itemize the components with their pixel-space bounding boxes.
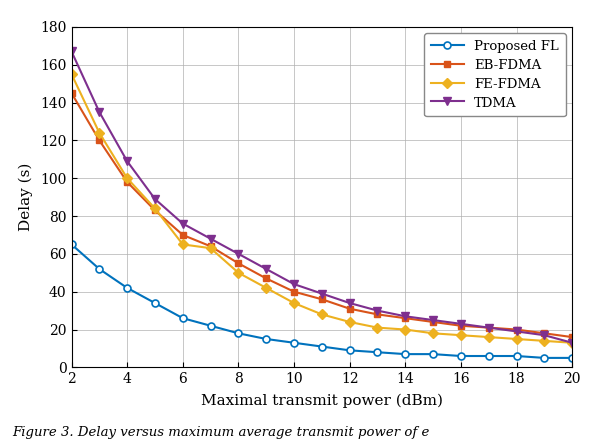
TDMA (569, 340, 576, 345)
TDMA (290, 281, 297, 287)
EB-FDMA (318, 297, 325, 302)
FE-FDMA (457, 332, 464, 338)
TDMA (235, 251, 242, 257)
Proposed FL (513, 353, 520, 359)
Line: EB-FDMA: EB-FDMA (68, 90, 576, 340)
Proposed FL (263, 336, 270, 342)
EB-FDMA (374, 312, 381, 317)
TDMA (151, 196, 159, 202)
EB-FDMA (123, 179, 131, 185)
EB-FDMA (402, 315, 409, 321)
TDMA (207, 236, 214, 241)
Line: Proposed FL: Proposed FL (68, 241, 576, 362)
EB-FDMA (569, 334, 576, 340)
TDMA (263, 266, 270, 271)
Proposed FL (402, 351, 409, 357)
TDMA (68, 49, 75, 54)
Proposed FL (123, 285, 131, 291)
TDMA (123, 159, 131, 164)
Line: FE-FDMA: FE-FDMA (68, 71, 576, 346)
FE-FDMA (374, 325, 381, 330)
EB-FDMA (430, 319, 437, 325)
TDMA (430, 317, 437, 323)
FE-FDMA (318, 312, 325, 317)
FE-FDMA (235, 270, 242, 276)
Line: TDMA: TDMA (67, 47, 576, 347)
Proposed FL (485, 353, 492, 359)
FE-FDMA (290, 300, 297, 306)
TDMA (374, 308, 381, 313)
X-axis label: Maximal transmit power (dBm): Maximal transmit power (dBm) (201, 393, 443, 408)
FE-FDMA (485, 334, 492, 340)
EB-FDMA (485, 325, 492, 330)
FE-FDMA (123, 176, 131, 181)
EB-FDMA (96, 138, 103, 143)
FE-FDMA (513, 336, 520, 342)
Proposed FL (374, 349, 381, 355)
Proposed FL (541, 355, 548, 361)
FE-FDMA (207, 246, 214, 251)
TDMA (513, 329, 520, 334)
EB-FDMA (541, 331, 548, 336)
EB-FDMA (235, 261, 242, 266)
Y-axis label: Delay (s): Delay (s) (19, 163, 33, 231)
TDMA (402, 314, 409, 319)
Proposed FL (96, 266, 103, 271)
FE-FDMA (263, 285, 270, 291)
FE-FDMA (179, 242, 187, 247)
FE-FDMA (346, 319, 353, 325)
EB-FDMA (151, 208, 159, 213)
TDMA (179, 221, 187, 226)
EB-FDMA (179, 232, 187, 237)
TDMA (96, 109, 103, 115)
FE-FDMA (430, 331, 437, 336)
FE-FDMA (96, 130, 103, 135)
Proposed FL (569, 355, 576, 361)
Proposed FL (68, 242, 75, 247)
TDMA (318, 291, 325, 296)
EB-FDMA (457, 323, 464, 328)
EB-FDMA (346, 306, 353, 311)
Text: Figure 3. Delay versus maximum average transmit power of e: Figure 3. Delay versus maximum average t… (12, 426, 429, 439)
TDMA (346, 300, 353, 306)
EB-FDMA (68, 90, 75, 96)
FE-FDMA (569, 340, 576, 345)
Proposed FL (179, 315, 187, 321)
Proposed FL (290, 340, 297, 345)
TDMA (485, 325, 492, 330)
FE-FDMA (68, 72, 75, 77)
TDMA (457, 321, 464, 327)
Proposed FL (151, 300, 159, 306)
Legend: Proposed FL, EB-FDMA, FE-FDMA, TDMA: Proposed FL, EB-FDMA, FE-FDMA, TDMA (424, 34, 566, 116)
Proposed FL (346, 348, 353, 353)
FE-FDMA (541, 338, 548, 344)
Proposed FL (207, 323, 214, 328)
Proposed FL (430, 351, 437, 357)
FE-FDMA (151, 206, 159, 211)
EB-FDMA (513, 327, 520, 332)
EB-FDMA (290, 289, 297, 294)
EB-FDMA (263, 276, 270, 281)
Proposed FL (318, 344, 325, 349)
Proposed FL (457, 353, 464, 359)
TDMA (541, 332, 548, 338)
EB-FDMA (207, 244, 214, 249)
FE-FDMA (402, 327, 409, 332)
Proposed FL (235, 331, 242, 336)
